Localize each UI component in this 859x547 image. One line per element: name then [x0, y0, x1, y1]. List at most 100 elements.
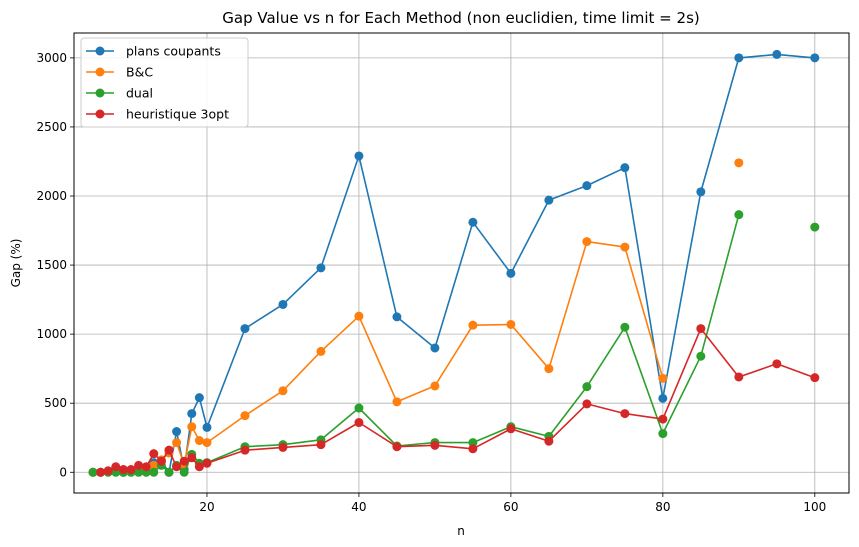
data-point [582, 382, 592, 392]
data-point [658, 429, 668, 439]
data-point [696, 324, 706, 334]
data-point [103, 466, 113, 476]
data-point [506, 319, 516, 329]
data-point [430, 343, 440, 353]
data-point [354, 151, 364, 161]
data-point [179, 456, 189, 466]
y-axis-label: Gap (%) [9, 239, 23, 288]
legend-swatch-marker [95, 46, 105, 56]
data-point [202, 422, 212, 432]
data-point [316, 440, 326, 450]
data-point [658, 373, 668, 383]
data-point [696, 351, 706, 361]
data-point [316, 346, 326, 356]
y-tick-label: 0 [59, 465, 67, 479]
data-point [354, 418, 364, 428]
data-point [544, 195, 554, 205]
data-point [164, 467, 174, 477]
y-tick-label: 1000 [36, 327, 67, 341]
data-point [149, 460, 159, 470]
data-point [126, 465, 136, 475]
data-point [141, 462, 151, 472]
data-point [734, 158, 744, 168]
data-point [134, 467, 144, 477]
data-point [354, 311, 364, 321]
data-point [658, 414, 668, 424]
data-point [468, 438, 478, 448]
legend-item-dual: dual [86, 86, 153, 101]
data-point [202, 438, 212, 448]
data-point [582, 181, 592, 191]
data-point [187, 422, 197, 432]
data-point [202, 458, 212, 468]
data-point [392, 397, 402, 407]
data-point [111, 462, 121, 472]
data-point [316, 263, 326, 273]
data-point [620, 409, 630, 419]
x-tick-label: 40 [351, 500, 366, 514]
legend: plans coupants B&C dual heuristique 3opt [80, 37, 249, 128]
data-point [544, 436, 554, 446]
y-tick-label: 500 [44, 396, 67, 410]
data-point [734, 372, 744, 382]
y-tick-label: 1500 [36, 258, 67, 272]
data-point [582, 237, 592, 247]
data-point [118, 465, 128, 475]
data-point [240, 445, 250, 455]
legend-item-heuristique-3opt: heuristique 3opt [86, 107, 229, 122]
legend-label: plans coupants [126, 44, 221, 59]
data-point [96, 467, 106, 477]
data-point [278, 386, 288, 396]
data-point [179, 467, 189, 477]
data-point [149, 467, 159, 477]
data-point [658, 393, 668, 403]
data-point [194, 393, 204, 403]
y-tick-label: 2500 [36, 120, 67, 134]
data-point [194, 436, 204, 446]
legend-swatch-marker [95, 88, 105, 98]
legend-label: heuristique 3opt [126, 107, 229, 122]
data-point [240, 411, 250, 421]
data-point [156, 456, 166, 466]
series-layer [88, 49, 820, 477]
plot-frame [73, 32, 850, 494]
data-point [772, 359, 782, 369]
series-heuristique-3opt [96, 324, 820, 477]
data-point [240, 324, 250, 334]
data-point [172, 438, 182, 448]
data-point [582, 399, 592, 409]
data-point [620, 242, 630, 252]
data-point [172, 427, 182, 437]
data-point [544, 364, 554, 374]
data-point [392, 312, 402, 322]
x-axis-label: n [457, 524, 465, 538]
legend-item-b-c: B&C [86, 65, 153, 80]
y-tick-label: 3000 [36, 51, 67, 65]
data-point [506, 424, 516, 434]
data-point [88, 467, 98, 477]
data-point [772, 49, 782, 59]
x-tick-label: 80 [655, 500, 670, 514]
data-point [430, 381, 440, 391]
data-point [164, 445, 174, 455]
data-point [620, 322, 630, 332]
data-point [149, 449, 159, 459]
data-point [134, 460, 144, 470]
data-point [506, 268, 516, 278]
data-point [278, 299, 288, 309]
data-point [468, 217, 478, 227]
data-point [696, 187, 706, 197]
legend-label: B&C [126, 65, 153, 80]
legend-box [80, 37, 249, 128]
x-tick-label: 100 [803, 500, 826, 514]
x-tick-label: 20 [199, 500, 214, 514]
data-point [392, 442, 402, 452]
y-tick-label: 2000 [36, 189, 67, 203]
data-point [734, 53, 744, 63]
legend-item-plans-coupants: plans coupants [86, 44, 221, 59]
x-tick-label: 60 [503, 500, 518, 514]
data-point [278, 442, 288, 452]
data-point [810, 53, 820, 63]
